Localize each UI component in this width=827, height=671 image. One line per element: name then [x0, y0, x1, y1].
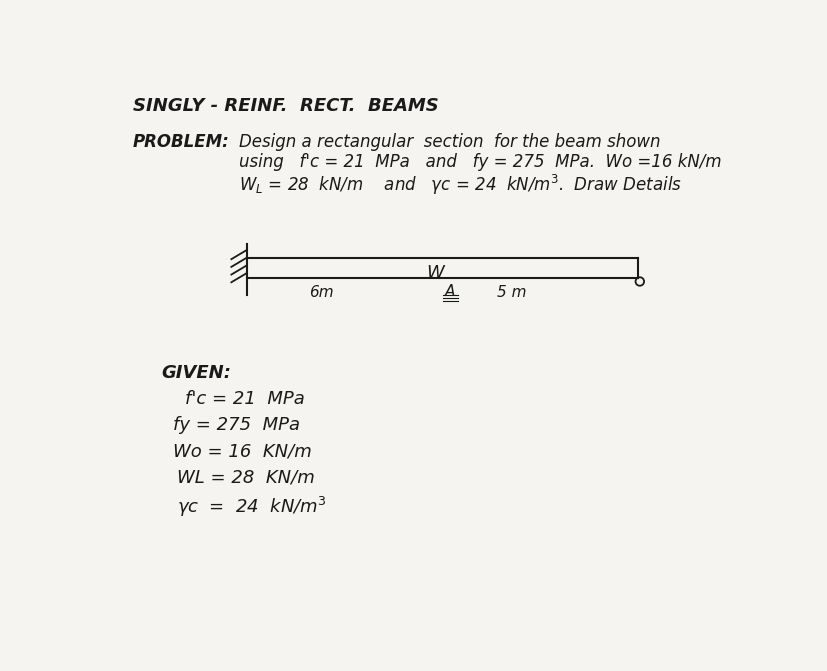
Text: W: W: [425, 264, 443, 282]
Text: 5 m: 5 m: [496, 285, 526, 301]
Text: WL = 28  KN/m: WL = 28 KN/m: [177, 468, 314, 486]
Text: using   f'c = 21  MPa   and   fy = 275  MPa.  Wo =16 kN/m: using f'c = 21 MPa and fy = 275 MPa. Wo …: [239, 153, 721, 171]
Text: PROBLEM:: PROBLEM:: [133, 133, 229, 151]
Text: Design a rectangular  section  for the beam shown: Design a rectangular section for the bea…: [239, 133, 660, 151]
Text: GIVEN:: GIVEN:: [161, 364, 232, 382]
Text: Wo = 16  KN/m: Wo = 16 KN/m: [173, 442, 312, 460]
Text: A: A: [445, 284, 455, 299]
Text: 6m: 6m: [308, 285, 333, 301]
Text: f'c = 21  MPa: f'c = 21 MPa: [184, 390, 304, 408]
Text: fy = 275  MPa: fy = 275 MPa: [173, 416, 300, 434]
Text: $\gamma$c  =  24  kN/m$^3$: $\gamma$c = 24 kN/m$^3$: [177, 495, 326, 519]
Text: SINGLY - REINF.  RECT.  BEAMS: SINGLY - REINF. RECT. BEAMS: [133, 97, 438, 115]
Text: W$_L$ = 28  kN/m    and   $\gamma$c = 24  kN/m$^3$.  Draw Details: W$_L$ = 28 kN/m and $\gamma$c = 24 kN/m$…: [239, 173, 681, 197]
